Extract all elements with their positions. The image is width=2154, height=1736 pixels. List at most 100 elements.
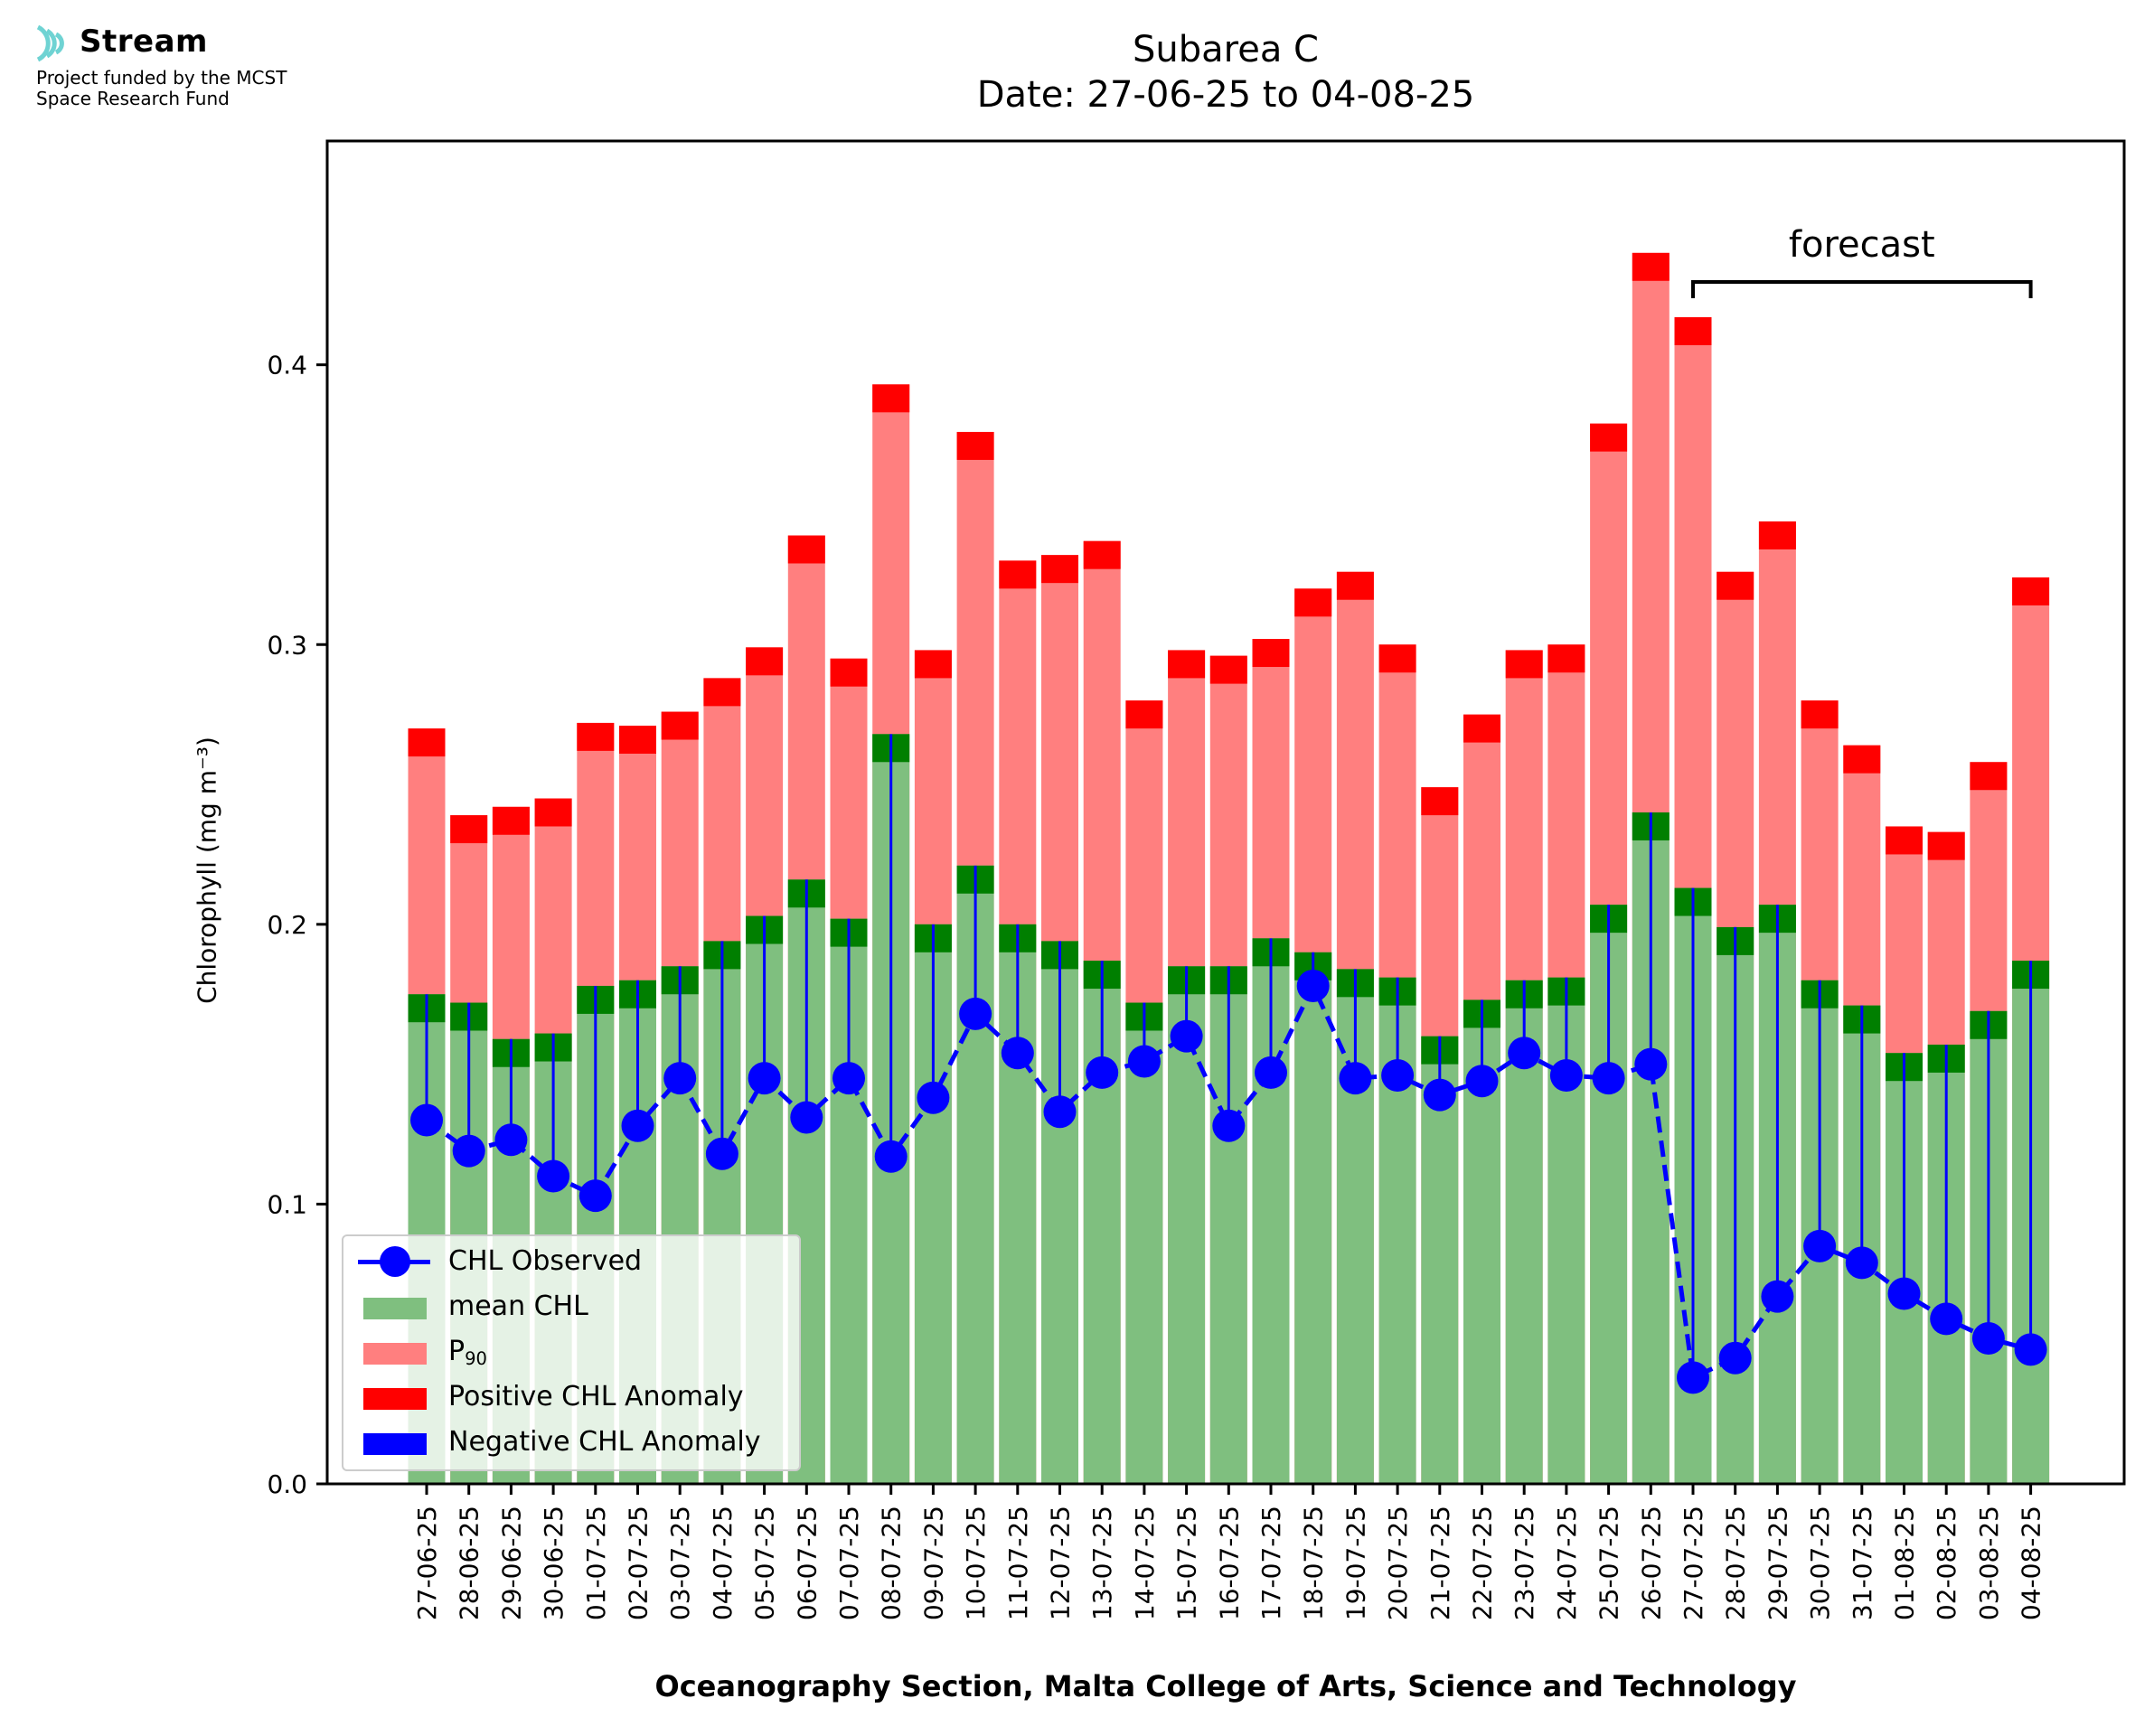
x-tick-label: 16-07-25: [1214, 1506, 1244, 1620]
p90-cap: [1886, 826, 1923, 855]
x-tick-label: 18-07-25: [1299, 1506, 1329, 1620]
p90-cap: [1927, 831, 1965, 860]
p90-cap: [1294, 588, 1332, 617]
x-tick-label: 24-07-25: [1552, 1506, 1582, 1620]
y-tick-label: 0.1: [267, 1189, 307, 1219]
x-tick-label: 11-07-25: [1003, 1506, 1033, 1620]
mean-chl-bar: [1294, 952, 1332, 1484]
p90-cap: [1125, 700, 1163, 729]
chl-observed-point: [832, 1062, 865, 1095]
x-tick-label: 30-06-25: [539, 1506, 569, 1620]
y-tick-label: 0.3: [267, 630, 307, 660]
x-tick-label: 15-07-25: [1172, 1506, 1202, 1620]
p90-cap: [1717, 571, 1754, 600]
p90-cap: [1378, 644, 1416, 673]
x-tick-label: 22-07-25: [1468, 1506, 1498, 1620]
chl-observed-point: [1845, 1246, 1878, 1280]
p90-cap: [1801, 700, 1839, 729]
p90-cap: [703, 678, 741, 707]
p90-cap: [661, 711, 699, 740]
p90-cap: [1843, 745, 1881, 774]
x-tick-label: 10-07-25: [961, 1506, 991, 1620]
x-tick-label: 02-07-25: [624, 1506, 654, 1620]
y-tick-label: 0.0: [267, 1469, 307, 1499]
legend-item-mean-chl: mean CHL: [356, 1289, 790, 1325]
x-tick-label: 25-07-25: [1594, 1506, 1624, 1620]
legend-item-negative-anomaly: Negative CHL Anomaly: [356, 1424, 790, 1460]
chl-observed-point: [410, 1103, 443, 1137]
y-axis-label: Chlorophyll (mg m⁻³): [192, 737, 222, 1004]
p90-cap: [1209, 655, 1247, 684]
p90-cap: [492, 806, 530, 835]
chart-title: Subarea C: [1133, 29, 1319, 70]
legend-marker-swatch: [380, 1246, 410, 1277]
legend-swatch: [363, 1433, 427, 1455]
plot-frame: [325, 139, 2126, 1486]
legend-item-positive-anomaly: Positive CHL Anomaly: [356, 1379, 790, 1415]
x-tick-label: 21-07-25: [1425, 1506, 1455, 1620]
x-tick-label: 04-07-25: [708, 1506, 738, 1620]
p90-cap: [619, 726, 656, 754]
chl-observed-point: [578, 1179, 612, 1213]
chl-observed-point: [663, 1062, 697, 1095]
x-tick-label: 09-07-25: [918, 1506, 948, 1620]
chl-observed-point: [1212, 1109, 1246, 1142]
chl-observed-point: [1043, 1095, 1077, 1129]
chl-observed-point: [494, 1123, 528, 1157]
chl-observed-point: [1423, 1078, 1456, 1112]
p90-cap: [830, 658, 868, 687]
chl-observed-point: [1549, 1059, 1583, 1093]
chl-observed-point: [1761, 1280, 1794, 1313]
chl-observed-point: [1592, 1062, 1625, 1095]
y-tick-label: 0.2: [267, 910, 307, 940]
x-tick-label: 02-08-25: [1932, 1506, 1961, 1620]
chl-observed-point: [917, 1081, 950, 1114]
p90-cap: [1463, 714, 1500, 743]
p90-cap: [1336, 571, 1374, 600]
legend-p90-subscript: 90: [465, 1347, 487, 1369]
p90-cap: [872, 384, 910, 413]
chl-observed-point: [1887, 1277, 1921, 1310]
x-tick-label: 27-06-25: [412, 1506, 442, 1620]
p90-cap: [1547, 644, 1585, 673]
legend-item-chl-observed: CHL Observed: [356, 1243, 790, 1280]
logo-subtitle-line2: Space Research Fund: [36, 88, 230, 109]
legend-label: P90: [448, 1336, 487, 1369]
x-tick-label: 07-07-25: [834, 1506, 864, 1620]
p90-cap: [1674, 317, 1712, 345]
chl-observed-point: [1001, 1037, 1034, 1070]
chl-observed-point: [705, 1137, 738, 1170]
x-tick-label: 29-07-25: [1763, 1506, 1792, 1620]
x-tick-label: 14-07-25: [1130, 1506, 1160, 1620]
mean-chl-bar: [1125, 1002, 1163, 1484]
p90-cap: [2012, 577, 2050, 605]
chl-observed-point: [537, 1159, 570, 1193]
p90-cap: [999, 560, 1037, 589]
x-tick-label: 05-07-25: [750, 1506, 780, 1620]
x-tick-label: 28-06-25: [455, 1506, 484, 1620]
chl-observed-point: [748, 1062, 781, 1095]
p90-cap: [746, 647, 784, 676]
chl-observed-point: [1465, 1065, 1499, 1098]
x-tick-label: 26-07-25: [1636, 1506, 1666, 1620]
x-tick-label: 30-07-25: [1805, 1506, 1835, 1620]
legend-item-p90: P90: [356, 1334, 790, 1370]
x-tick-label: 19-07-25: [1340, 1506, 1370, 1620]
chl-observed-point: [2014, 1333, 2047, 1366]
chl-observed-point: [1634, 1047, 1668, 1081]
chl-observed-point: [1971, 1322, 2005, 1356]
x-tick-label: 12-07-25: [1046, 1506, 1076, 1620]
chl-observed-point: [1170, 1019, 1203, 1053]
p90-cap: [450, 815, 488, 844]
legend-swatch: [363, 1343, 427, 1365]
legend-p90-base: P: [448, 1336, 466, 1367]
chl-observed-point: [874, 1140, 908, 1173]
x-tick-label: 03-08-25: [1974, 1506, 2004, 1620]
stream-waves-icon: [36, 24, 64, 62]
x-tick-label: 06-07-25: [792, 1506, 822, 1620]
p90-cap: [1168, 650, 1206, 679]
x-axis-label: Oceanography Section, Malta College of A…: [654, 1669, 1797, 1703]
p90-cap: [956, 431, 994, 460]
chl-observed-point: [1930, 1302, 1963, 1336]
p90-cap: [1041, 555, 1078, 584]
